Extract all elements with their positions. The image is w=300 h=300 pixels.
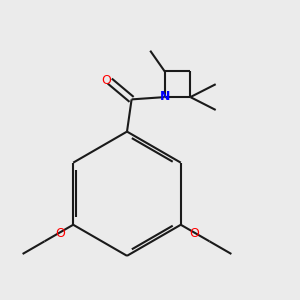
Text: N: N xyxy=(160,90,170,103)
Text: O: O xyxy=(56,227,65,240)
Text: O: O xyxy=(101,74,111,87)
Text: O: O xyxy=(189,227,199,240)
